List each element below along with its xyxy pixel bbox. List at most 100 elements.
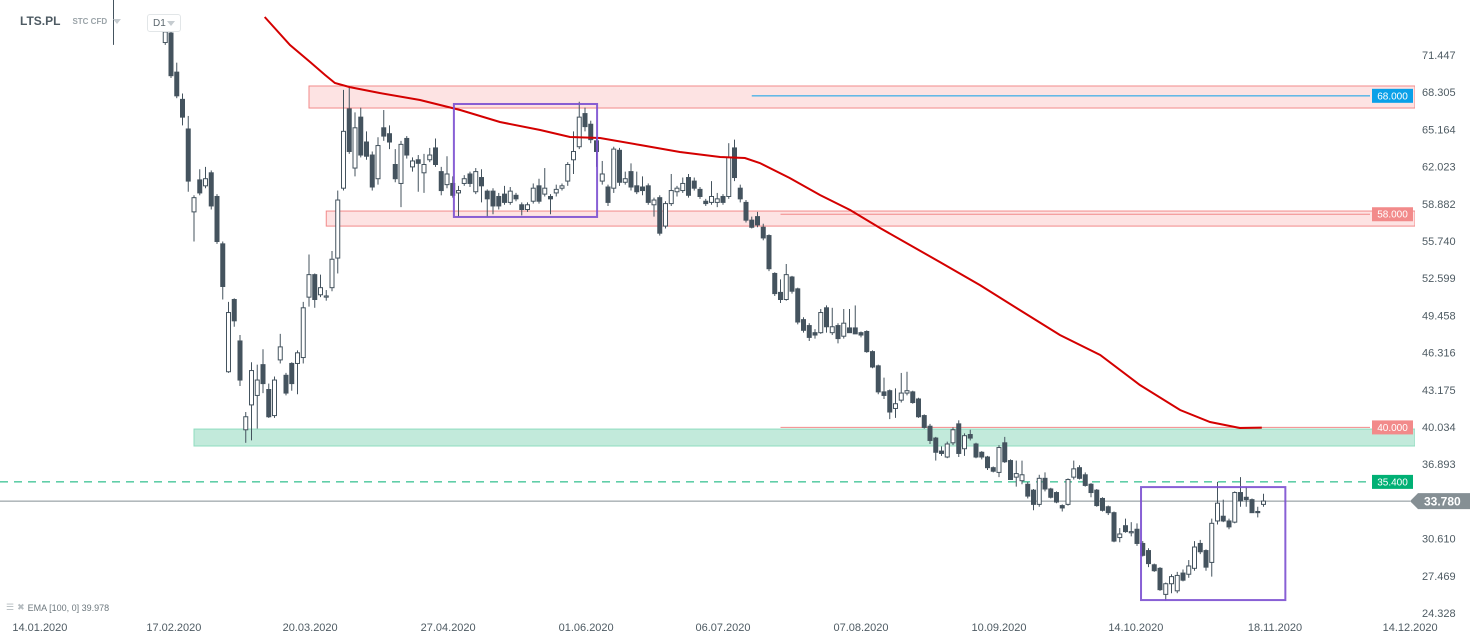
symbol-label: LTS.PL [20,14,61,28]
candle [191,195,197,242]
candle-body-bear [657,197,663,234]
candle [387,125,392,150]
candle [113,0,114,45]
candle [726,143,732,199]
candle [818,308,824,334]
timeframe-dropdown[interactable]: D1 [147,14,181,32]
level-label-bg [1372,420,1413,435]
candle-body-bear [1082,474,1088,486]
candle-body-bear [697,188,703,197]
candle [651,197,657,217]
candle-body-bull [714,198,720,203]
candle-body-bear [415,159,421,164]
candle-body-bull [335,199,341,259]
consolidation-box[interactable] [452,102,599,218]
candle [760,223,766,241]
candle [496,192,502,210]
candle [456,185,461,217]
candle-body-bear [927,425,933,441]
candle [565,162,571,186]
date-tick-label: 14.12.2020 [1383,622,1438,634]
candle [329,250,335,292]
candle [622,171,628,185]
candle-body-bear [1105,506,1111,514]
candle [1220,499,1226,523]
candle [870,350,875,369]
candle-body-bull [1128,531,1134,534]
resistance-zone[interactable] [325,210,1415,227]
candle [559,183,565,191]
candle [1197,539,1203,555]
candle-body-bear [180,98,185,118]
candle [582,107,588,132]
candle-body-bull [709,195,714,203]
candle [295,350,300,395]
ema-line[interactable] [263,16,1262,430]
candle [1048,487,1054,499]
level-label: 68.000 [1377,91,1408,102]
candle [887,389,893,420]
candle-body-bull [1174,574,1180,592]
candle [881,377,887,399]
chart-type-dropdown-icon[interactable] [113,18,122,24]
candle-body-bull [651,199,657,206]
candle-body-bull [375,145,381,180]
candle-body-bull [456,190,461,194]
candle-body-bear [881,391,887,396]
candle [979,451,985,460]
candle-body-bear [628,171,634,188]
candle [772,272,778,296]
price-tick-label: 24.328 [1422,608,1456,620]
candle-body-bear [772,272,778,295]
candle-body-bull [243,416,249,431]
candle [513,192,519,202]
candle-body-bear [168,32,174,77]
candle [300,301,306,364]
candle [1111,511,1117,543]
consolidation-box[interactable] [1140,486,1287,602]
candle-body-bull [893,403,898,409]
date-tick-label: 14.01.2020 [12,622,67,634]
candle-body-bear [916,398,921,418]
candle [410,157,415,172]
candle [197,169,203,196]
candle [1238,477,1243,507]
candle [1013,460,1019,487]
candle-body-bear [1048,488,1054,498]
candle-body-bear [502,193,507,203]
price-tick-label: 46.316 [1422,348,1456,360]
price-axis[interactable]: 71.447 68.305 65.164 62.023 58.882 55.740 52.5… [1410,50,1470,620]
candle [168,30,174,79]
resistance-zone[interactable] [308,85,1415,109]
candle-body-bull [162,31,168,44]
candle-body-bear [640,186,645,192]
candle-body-bull [1186,565,1192,575]
candle-body-bull [398,143,404,184]
candle [766,234,772,272]
date-tick-label: 20.03.2020 [283,622,338,634]
candle [1082,472,1088,487]
candle [231,298,237,327]
support-zone[interactable] [193,428,1415,447]
candle [1157,567,1163,591]
candle [927,423,933,444]
candle [605,184,611,206]
candle [369,151,375,191]
indicator-settings-icon[interactable]: ☰ [6,602,15,612]
candle [289,362,295,391]
candle [588,120,594,144]
candle-body-bear [220,243,226,287]
candle-body-bull [599,173,605,182]
time-axis[interactable]: 14.01.2020 17.02.2020 20.03.2020 27.04.2020… [12,622,1437,634]
candle-body-bull [726,156,732,197]
candle [686,173,691,198]
candle [755,211,760,228]
candle-body-bear [812,332,818,336]
candle [1180,569,1186,582]
candle-body-bull [996,447,1002,473]
close-icon[interactable]: ✖ [17,602,25,612]
candle-body-bull [410,160,415,168]
candle [1059,504,1065,512]
candle [778,279,783,304]
